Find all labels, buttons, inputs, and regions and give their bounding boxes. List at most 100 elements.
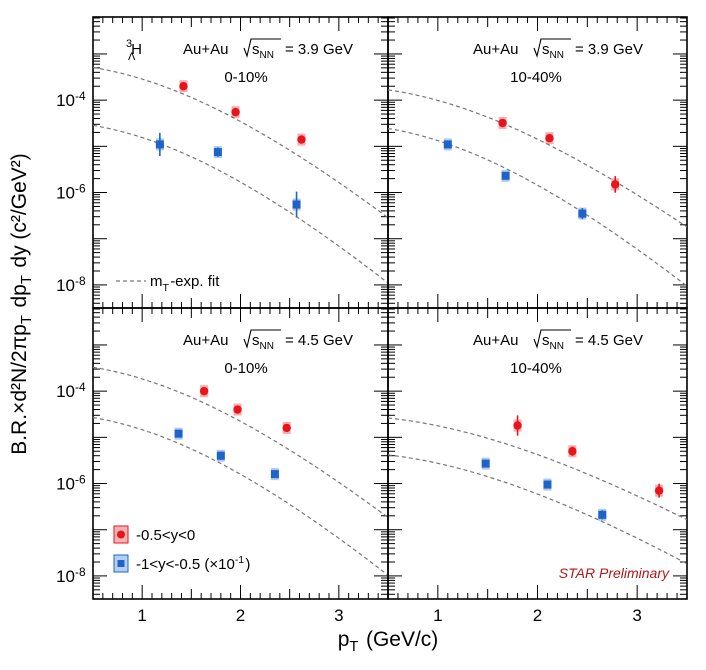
particle-mass-number: 3 [126, 38, 132, 50]
data-point-red [233, 405, 242, 414]
x-tick-label: 3 [632, 606, 641, 625]
energy-label: = 4.5 GeV [575, 332, 643, 349]
data-point-blue [543, 480, 552, 489]
energy-variable: sNN [542, 332, 564, 352]
sqrt-sign [533, 329, 571, 349]
data-point-red [297, 135, 306, 144]
sqrt-sign [533, 38, 571, 58]
text-part-0: -1<y<-0.5 (×10 [136, 556, 235, 573]
data-point-blue [292, 200, 301, 209]
x-axis-title: pT (GeV/c) [338, 628, 439, 655]
centrality-label: 0-10% [224, 69, 267, 86]
text-part-0: 10 [56, 382, 75, 401]
x-tick-label: 1 [433, 606, 442, 625]
text-part-1: -8 [75, 565, 86, 579]
system-label: Au+Au [473, 332, 518, 349]
fit-legend-label: mT -exp. fit [150, 273, 220, 294]
text-part-0: 10 [56, 567, 75, 586]
y-tick-label: 10-6 [56, 473, 87, 494]
x-tick-label: 2 [533, 606, 542, 625]
y-tick-label: 10-4 [56, 89, 87, 110]
text-part-3: T [19, 315, 35, 324]
data-point-red [545, 133, 554, 143]
text-part-1: ² [8, 383, 31, 390]
y-tick-label: 10-4 [56, 380, 87, 401]
data-point-red [513, 421, 522, 430]
data-point-blue [174, 429, 183, 438]
text-part-0: m [150, 273, 163, 290]
data-point-blue [501, 171, 510, 180]
data-point-red [498, 118, 507, 128]
text-part-1: T [349, 639, 358, 655]
centrality-label: 10-40% [510, 360, 562, 377]
energy-variable: sNN [252, 41, 274, 61]
fit-curve [93, 416, 388, 576]
y-tick-label: 10-6 [56, 182, 87, 203]
energy-s: s [542, 41, 550, 58]
panel-bottom-right: 1 2 3 Au+Au sNN = 4.5 GeV 10-40% [387, 307, 688, 625]
text-part-9: ² [8, 215, 31, 222]
x-tick-label: 1 [137, 606, 146, 625]
data-point-blue [598, 510, 607, 519]
legend-marker-red [117, 530, 125, 539]
system-label: Au+Au [183, 332, 228, 349]
text-part-3: -exp. fit [170, 273, 220, 290]
data-point-red [231, 107, 240, 117]
text-part-0: 10 [56, 91, 75, 110]
text-part-0: B.R.×d [8, 390, 31, 455]
x-tick-label: 3 [334, 606, 343, 625]
text-part-11: ² [8, 160, 31, 167]
energy-nn: NN [550, 50, 564, 61]
panel-plot-area [93, 366, 388, 576]
energy-variable: sNN [252, 332, 274, 352]
text-part-2 [86, 184, 87, 203]
text-part-0: 10 [56, 184, 75, 203]
sqrt-sign [243, 38, 281, 58]
energy-label: = 3.9 GeV [575, 41, 643, 58]
legend-label-blue: -1<y<-0.5 (×10-1 ) [136, 554, 250, 573]
text-part-1: -1 [235, 554, 244, 566]
y-axis-title-text: B.R.×d²N/2πpT dpT dy (c²/GeV²) [8, 153, 35, 455]
text-part-2: N/2πp [8, 324, 31, 383]
text-part-10: /GeV [8, 167, 31, 215]
text-part-2 [86, 567, 87, 586]
panels-layer: 10-4 10-6 10-8 Au+Au sNN = 3.9 GeV0-10%Au+… [56, 16, 688, 625]
text-part-5: dp [8, 284, 31, 313]
y-axis-title: B.R.×d²N/2πpT dpT dy (c²/GeV²) [8, 153, 35, 455]
particle-lambda-subscript: Λ [128, 51, 136, 63]
y-tick-label: 10-8 [56, 565, 87, 586]
text-part-0: p [338, 628, 350, 651]
energy-label: = 3.9 GeV [285, 41, 353, 58]
text-part-1: -6 [75, 182, 86, 196]
fit-curve [93, 366, 388, 518]
energy-s: s [542, 332, 550, 349]
text-part-2 [86, 91, 87, 110]
energy-s: s [252, 332, 260, 349]
text-part-1: -4 [75, 89, 86, 103]
data-point-blue [270, 470, 279, 479]
sqrt-sign [243, 329, 281, 349]
data-point-blue [443, 140, 452, 149]
data-point-blue [481, 459, 490, 468]
particle-symbol: H [131, 41, 142, 58]
data-point-red [199, 386, 209, 396]
text-part-0: 10 [56, 475, 75, 494]
energy-variable: sNN [542, 41, 564, 61]
fit-curve [93, 124, 388, 284]
legend-label-red: -0.5<y<0 [136, 527, 195, 544]
preliminary-label: STAR Preliminary [559, 565, 670, 581]
text-part-2 [86, 382, 87, 401]
data-point-red [568, 447, 577, 456]
energy-s: s [252, 41, 260, 58]
text-part-6: T [19, 275, 35, 284]
y-tick-label: 10-8 [56, 274, 87, 295]
panel-plot-area [388, 415, 687, 565]
fit-curve [388, 89, 687, 228]
data-point-blue [155, 140, 164, 149]
fit-curve [93, 66, 388, 219]
text-part-1: T [163, 282, 170, 294]
energy-nn: NN [260, 50, 274, 61]
